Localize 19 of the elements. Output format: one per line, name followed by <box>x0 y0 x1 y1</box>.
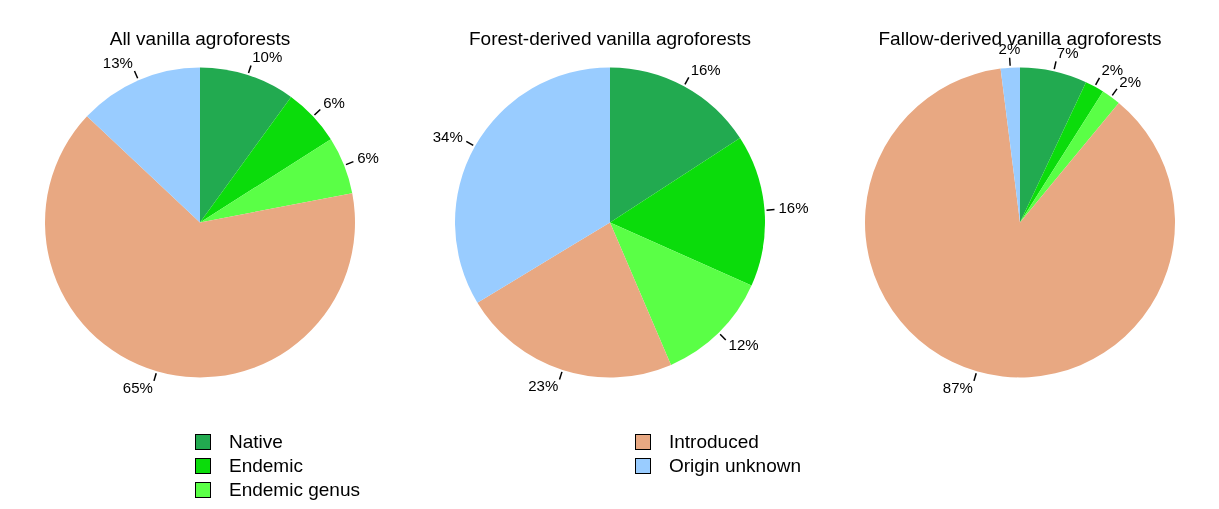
data-label: 6% <box>357 148 379 166</box>
data-label: 6% <box>323 94 345 112</box>
legend-label: Introduced <box>669 431 759 453</box>
chart-title: All vanilla agroforests <box>109 27 291 49</box>
chart-title: Forest-derived vanilla agroforests <box>469 27 751 49</box>
data-label: 65% <box>122 378 153 396</box>
data-label: 13% <box>102 53 133 71</box>
data-label: 87% <box>942 378 973 396</box>
data-label: 10% <box>252 48 283 66</box>
legend-label: Endemic genus <box>229 479 360 501</box>
legend-label: Endemic <box>229 455 303 477</box>
data-label: 16% <box>778 199 809 217</box>
data-label: 34% <box>432 127 463 145</box>
data-label: 12% <box>728 335 759 353</box>
data-label: 2% <box>1101 60 1124 78</box>
legend-label: Origin unknown <box>669 455 802 477</box>
data-label: 16% <box>690 60 721 78</box>
data-label: 23% <box>528 377 559 395</box>
legend-label: Native <box>229 431 283 453</box>
